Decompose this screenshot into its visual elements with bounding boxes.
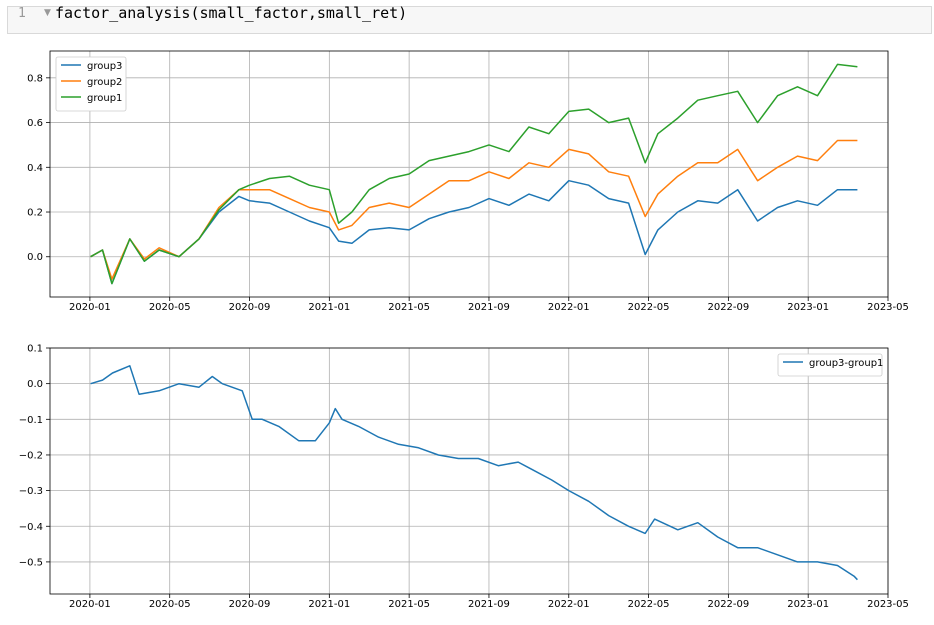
x-tick-label: 2022-01 [548, 599, 590, 610]
series-line-group1 [90, 63, 858, 285]
x-tick-label: 2022-09 [707, 302, 749, 313]
x-tick-label: 2020-09 [229, 302, 271, 313]
legend-label: group1 [87, 93, 122, 104]
y-tick-label: 0.4 [27, 163, 43, 174]
x-tick-label: 2020-01 [69, 599, 111, 610]
y-tick-label: 0.6 [27, 118, 43, 129]
x-tick-label: 2023-01 [787, 302, 829, 313]
plot-frame [49, 50, 889, 298]
series-line-group2 [90, 139, 858, 280]
legend-label: group2 [87, 77, 122, 88]
y-tick-label: −0.3 [19, 486, 43, 497]
x-tick-label: 2022-05 [628, 302, 670, 313]
y-tick-label: 0.8 [27, 73, 43, 84]
chart-1: 2020-01 2020-05 2020-09 2021-01 2021-05 2021-… [27, 50, 909, 313]
x-tick-label: 2021-09 [468, 599, 510, 610]
y-tick-label: −0.5 [19, 557, 43, 568]
x-tick-label: 2020-05 [149, 302, 191, 313]
y-tick-label: −0.1 [19, 415, 43, 426]
x-tick-label: 2021-05 [388, 599, 430, 610]
chart-2: 2020-01 2020-05 2020-09 2021-01 2021-05 2021-… [19, 344, 909, 611]
code-cell[interactable] [7, 6, 932, 34]
legend-label: group3 [87, 61, 122, 72]
y-tick-label: −0.2 [19, 450, 43, 461]
series-line-group3-group1 [90, 365, 858, 581]
code-text[interactable]: factor_analysis(small_factor,small_ret) [55, 4, 408, 22]
x-tick-label: 2021-01 [308, 599, 350, 610]
x-tick-label: 2020-05 [149, 599, 191, 610]
x-tick-label: 2023-01 [787, 599, 829, 610]
legend-label: group3-group1 [809, 358, 883, 369]
x-tick-label: 2021-01 [308, 302, 350, 313]
y-tick-label: 0.2 [27, 208, 43, 219]
y-tick-label: 0.0 [27, 379, 43, 390]
x-tick-label: 2022-01 [548, 302, 590, 313]
x-tick-label: 2020-01 [69, 302, 111, 313]
x-tick-label: 2023-05 [867, 599, 909, 610]
x-tick-label: 2021-09 [468, 302, 510, 313]
y-tick-label: 0.0 [27, 252, 43, 263]
x-tick-label: 2022-05 [628, 599, 670, 610]
y-tick-label: 0.1 [27, 344, 43, 355]
x-tick-label: 2023-05 [867, 302, 909, 313]
x-tick-label: 2020-09 [229, 599, 271, 610]
y-tick-label: −0.4 [19, 522, 43, 533]
fold-arrow-icon[interactable]: ▼ [44, 8, 51, 18]
line-number: 1 [18, 6, 26, 21]
plot-frame [49, 347, 889, 595]
x-tick-label: 2022-09 [707, 599, 749, 610]
x-tick-label: 2021-05 [388, 302, 430, 313]
series-line-group3 [90, 179, 858, 285]
legend-box [777, 353, 883, 377]
